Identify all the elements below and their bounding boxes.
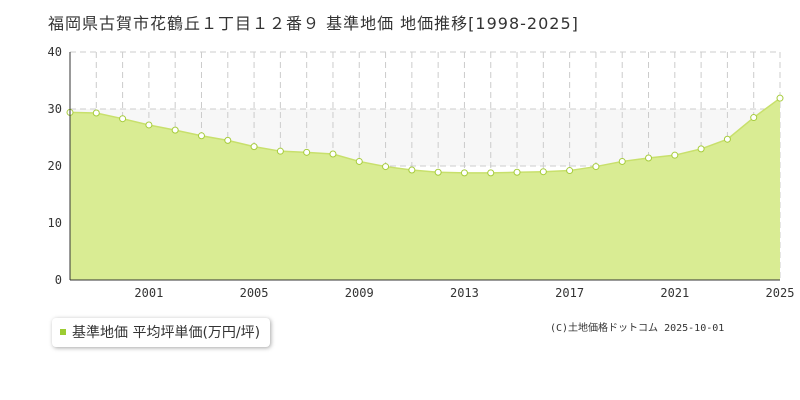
- data-point: [355, 157, 363, 165]
- data-point: [592, 163, 600, 171]
- data-point: [723, 135, 731, 143]
- series-area: [70, 98, 780, 280]
- y-tick-label: 20: [48, 159, 62, 173]
- chart-title: 福岡県古賀市花鶴丘１丁目１２番９ 基準地価 地価推移[1998-2025]: [48, 14, 579, 33]
- data-point: [513, 168, 521, 176]
- data-point: [92, 109, 100, 117]
- x-tick-label: 2025: [766, 286, 795, 300]
- x-tick-label: 2001: [134, 286, 163, 300]
- data-point: [224, 136, 232, 144]
- x-tick-label: 2009: [345, 286, 374, 300]
- data-point: [250, 143, 258, 151]
- legend-label: 基準地価 平均坪単価(万円/坪): [72, 325, 261, 341]
- y-tick-label: 0: [55, 273, 62, 287]
- series-line: [69, 97, 781, 174]
- x-tick-label: 2017: [555, 286, 584, 300]
- data-point: [566, 167, 574, 175]
- y-tick-label: 10: [48, 216, 62, 230]
- data-point: [119, 115, 127, 123]
- data-point: [460, 169, 468, 177]
- data-point: [487, 169, 495, 177]
- data-point: [671, 151, 679, 159]
- data-point: [618, 157, 626, 165]
- legend: 基準地価 平均坪単価(万円/坪): [52, 318, 271, 347]
- data-point: [382, 163, 390, 171]
- data-point: [645, 154, 653, 162]
- plot-band: [70, 52, 780, 109]
- y-tick-label: 40: [48, 45, 62, 59]
- data-point: [171, 126, 179, 134]
- data-point: [329, 150, 337, 158]
- data-point: [145, 121, 153, 129]
- data-point: [539, 168, 547, 176]
- copyright-text: (C)土地価格ドットコム 2025-10-01: [550, 323, 725, 334]
- x-tick-label: 2021: [660, 286, 689, 300]
- data-point: [434, 168, 442, 176]
- x-tick-label: 2005: [240, 286, 269, 300]
- x-tick-label: 2013: [450, 286, 479, 300]
- data-point: [197, 132, 205, 140]
- data-point: [276, 147, 284, 155]
- data-point: [303, 148, 311, 156]
- data-point: [408, 166, 416, 174]
- y-tick-label: 30: [48, 102, 62, 116]
- data-point: [697, 145, 705, 153]
- legend-swatch: [60, 329, 66, 335]
- data-point: [776, 94, 784, 102]
- data-point: [750, 114, 758, 122]
